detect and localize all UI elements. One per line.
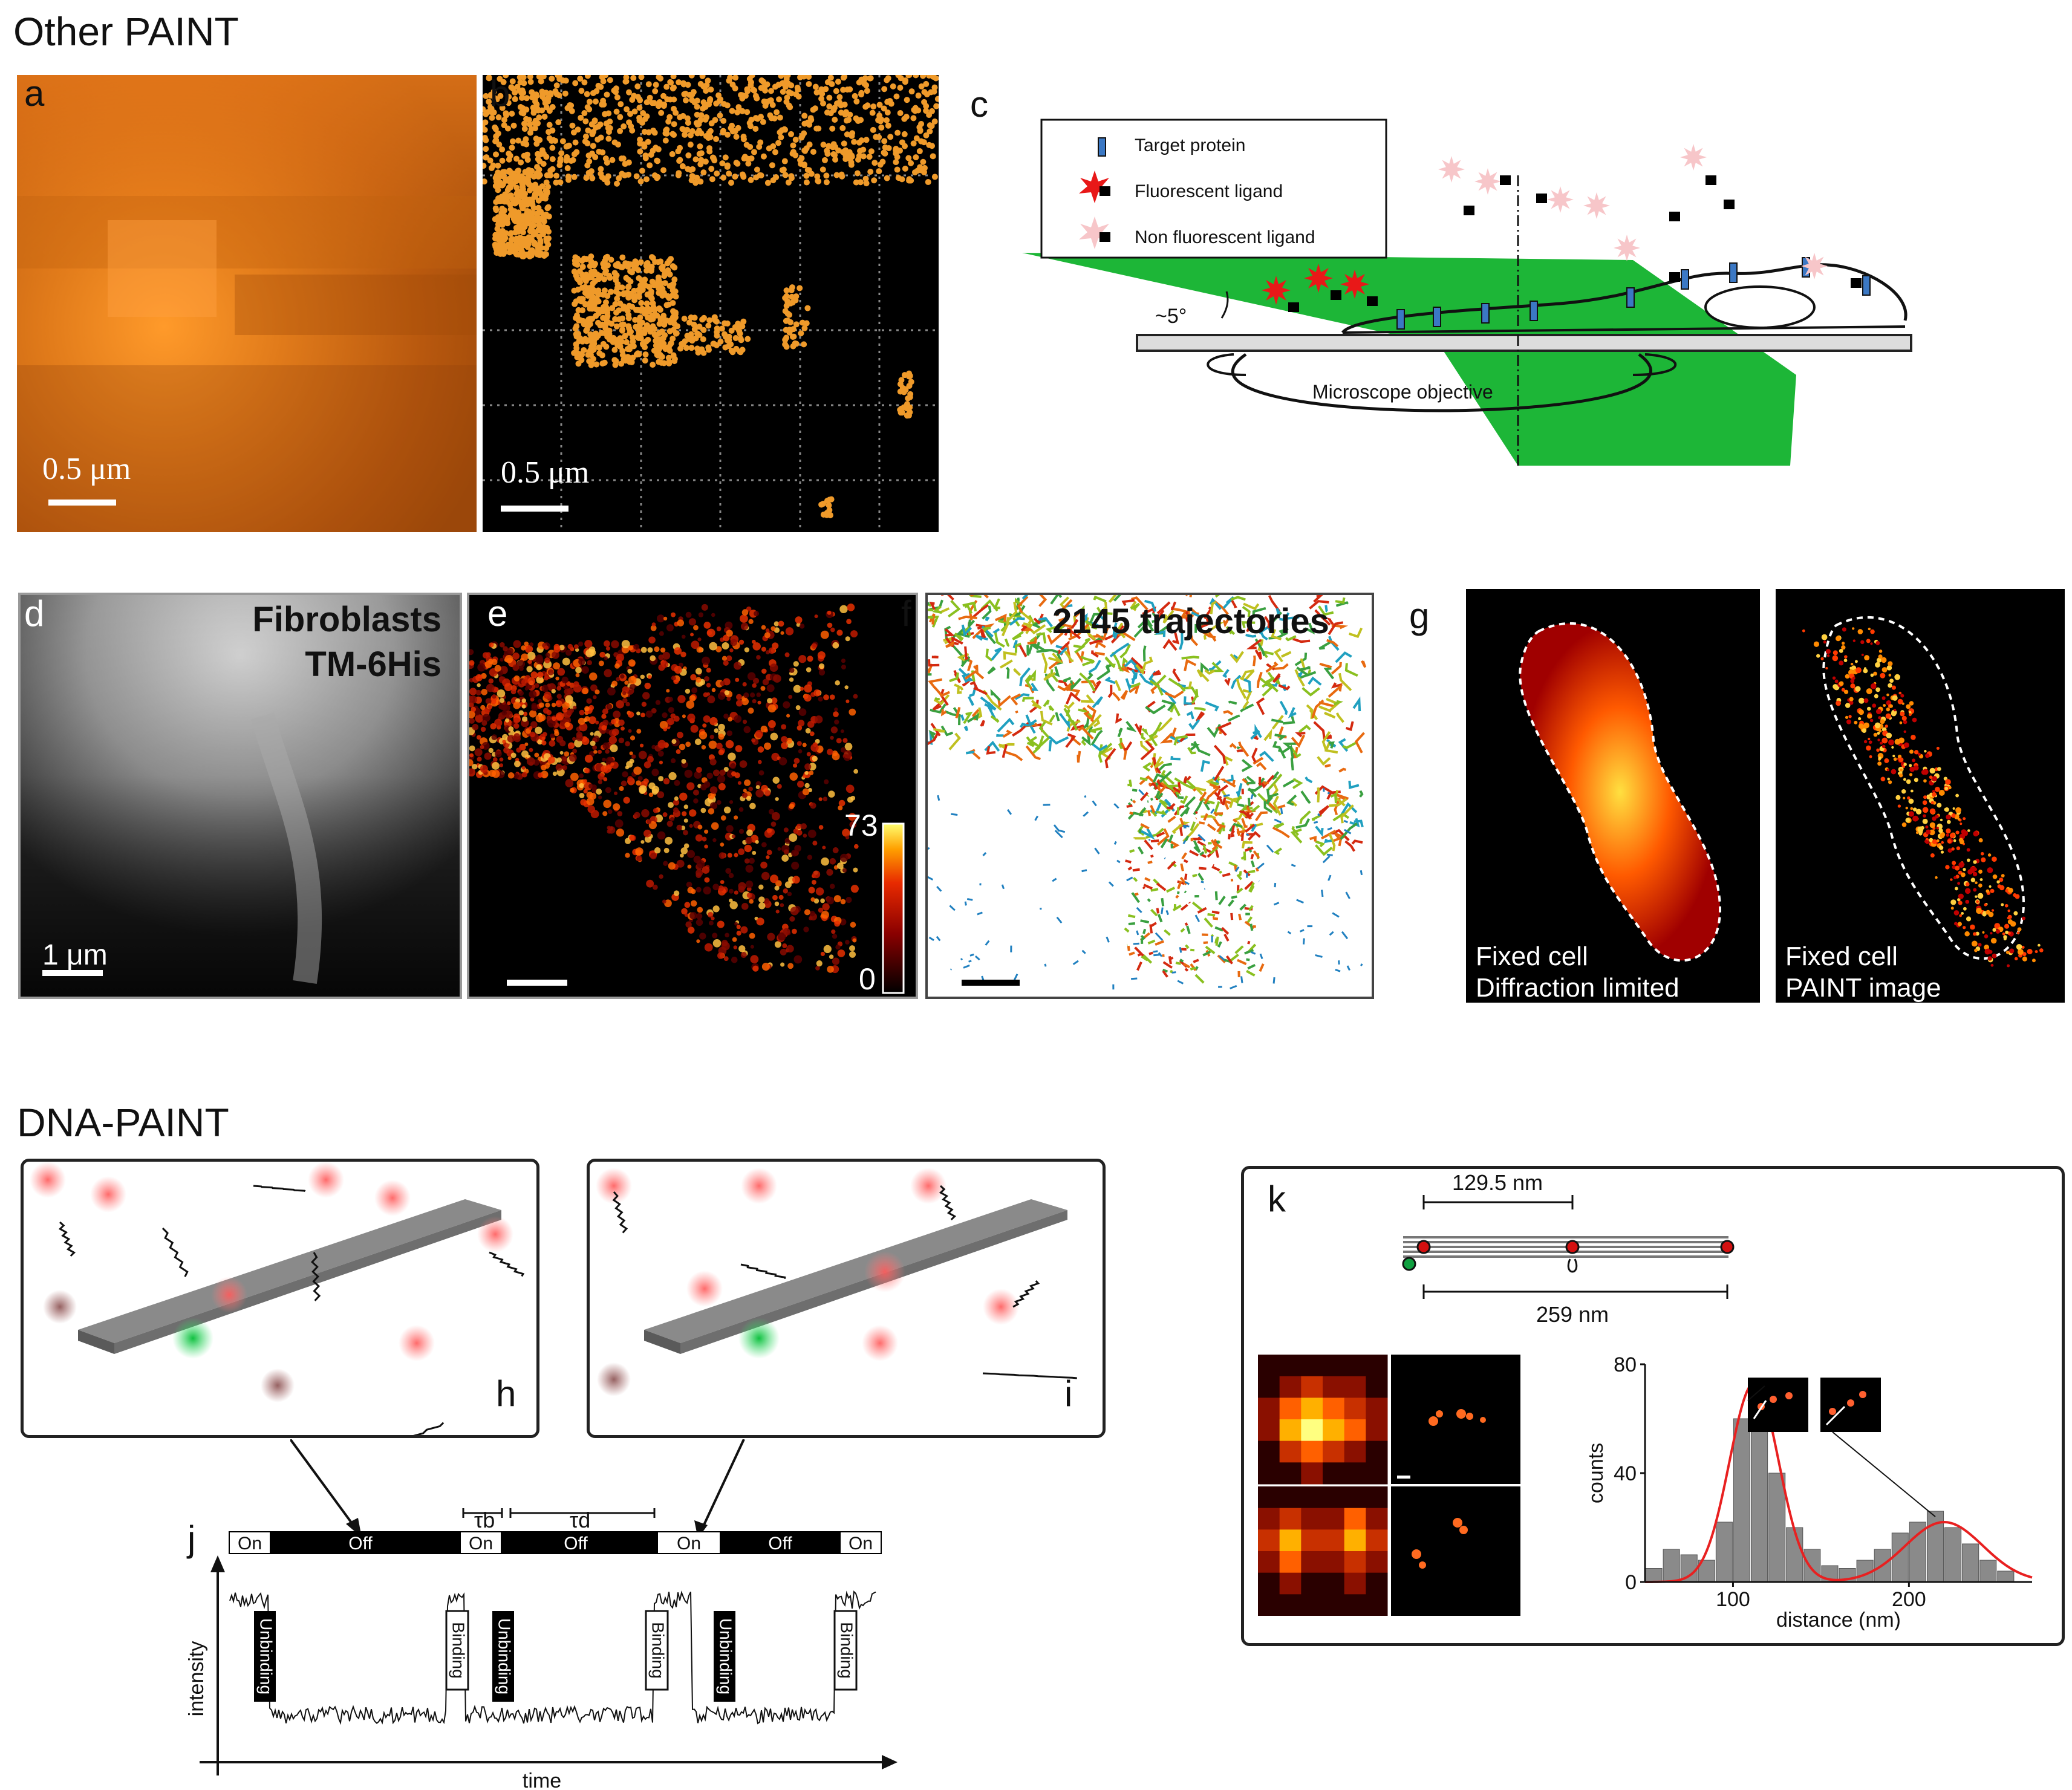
panel-c-letter: c [970, 84, 988, 125]
x-tick-label: 200 [1892, 1588, 1926, 1611]
legend-non-fluorescent-ligand: Non fluorescent ligand [1135, 227, 1315, 247]
panel-g-paint-image [1776, 589, 2065, 1003]
section-title-dna-paint: DNA-PAINT [17, 1100, 229, 1145]
panel-d-letter: d [24, 593, 45, 634]
panel-g-letter: g [1409, 596, 1430, 636]
panel-d-scalebar-label: 1 μm [42, 939, 108, 971]
section-title-other-paint: Other PAINT [13, 9, 239, 54]
event-2: Binding [449, 1622, 468, 1678]
dist-bottom-label: 259 nm [1536, 1302, 1609, 1327]
panel-g-diffraction-image [1466, 589, 1760, 1003]
panel-i-box [587, 1159, 1106, 1438]
histogram-bar [1997, 1570, 2015, 1583]
panel-a-letter: a [24, 73, 45, 114]
panel-d-title-line1: Fibroblasts [252, 600, 441, 639]
state-4: Off [564, 1534, 588, 1554]
panel-c-tirf-diagram [1016, 115, 1923, 478]
panel-e-letter: e [487, 593, 508, 634]
panel-d-title-line2: TM-6His [305, 645, 441, 684]
state-2: Off [348, 1534, 373, 1554]
y-tick-label: 80 [1614, 1353, 1637, 1376]
j-ylabel: intensity [185, 1641, 208, 1717]
state-1: On [238, 1534, 262, 1554]
legend-target-protein: Target protein [1135, 135, 1246, 155]
panel-h-box [21, 1159, 539, 1438]
panel-f-title: 2145 trajectories [1052, 602, 1329, 641]
fit-curve [1644, 1382, 2033, 1583]
panel-d-image [18, 593, 462, 999]
histogram-bar [1909, 1522, 1926, 1583]
panel-e-image [467, 593, 918, 999]
histogram-xlabel: distance (nm) [1776, 1609, 1901, 1630]
tau-d-label: τd [570, 1508, 590, 1532]
panel-g-left-caption: Fixed cell Diffraction limited [1476, 941, 1679, 1004]
histogram-ylabel: counts [1585, 1443, 1608, 1503]
objective-label: Microscope objective [1312, 381, 1493, 403]
j-xlabel: time [523, 1769, 561, 1790]
histogram-bar [1803, 1549, 1821, 1583]
panel-g-left-line2: Diffraction limited [1476, 973, 1679, 1003]
histogram-bar [1663, 1549, 1680, 1583]
dist-top-label: 129.5 nm [1452, 1173, 1543, 1195]
panel-a-image [17, 75, 477, 532]
legend-fluorescent-ligand: Fluorescent ligand [1135, 181, 1283, 201]
event-4: Binding [649, 1622, 668, 1678]
histogram-bar [1786, 1527, 1803, 1583]
histogram-bar [1768, 1473, 1786, 1583]
panel-b-letter: b [490, 73, 510, 114]
panel-a-scalebar-label: 0.5 μm [42, 452, 131, 486]
event-3: Unbinding [495, 1618, 514, 1694]
panel-h-letter: h [496, 1373, 516, 1414]
panel-j-timetrace: τb τd On Off On Off On Off On intensity … [185, 1508, 898, 1790]
panel-k-origami-schematic: 129.5 nm 259 nm [1402, 1173, 1735, 1327]
state-7: On [849, 1534, 873, 1554]
event-5: Unbinding [717, 1618, 735, 1694]
panel-b-image [483, 75, 939, 532]
colorbar-min-label: 0 [859, 962, 876, 996]
x-tick-label: 100 [1716, 1588, 1750, 1611]
event-6: Binding [838, 1622, 856, 1678]
panel-g-right-line2: PAINT image [1785, 973, 1941, 1003]
state-3: On [469, 1534, 493, 1554]
panel-g-right-line1: Fixed cell [1785, 942, 1898, 971]
histogram-bar [1944, 1527, 1962, 1583]
panel-b-scalebar-label: 0.5 μm [501, 455, 590, 490]
panel-k-letter: k [1268, 1179, 1286, 1219]
histogram-bar [1715, 1522, 1733, 1583]
histogram-bar [1891, 1532, 1909, 1583]
y-tick-label: 40 [1614, 1462, 1637, 1485]
panel-g-left-line1: Fixed cell [1476, 942, 1588, 971]
event-1: Unbinding [257, 1618, 276, 1694]
y-tick-label: 0 [1625, 1571, 1637, 1594]
inset-short-pair [1748, 1378, 1808, 1432]
panel-f-letter: f [901, 593, 911, 634]
histogram-bar [1733, 1418, 1751, 1583]
histogram-bar [1979, 1560, 1997, 1583]
tau-b-label: τb [474, 1508, 495, 1532]
panel-k-image-grid [1258, 1355, 1520, 1616]
panel-j-letter: j [187, 1518, 196, 1559]
panel-d-title: Fibroblasts TM-6His [218, 597, 441, 687]
state-6: Off [768, 1534, 792, 1554]
panel-i-letter: i [1064, 1373, 1073, 1414]
state-5: On [677, 1534, 701, 1554]
histogram-bar [1962, 1543, 1979, 1583]
colorbar-max-label: 73 [844, 809, 878, 842]
panel-g-right-caption: Fixed cell PAINT image [1785, 941, 1941, 1004]
angle-label: ~5° [1155, 305, 1187, 328]
histogram-bar [1645, 1568, 1663, 1583]
panel-f-image [925, 593, 1374, 999]
